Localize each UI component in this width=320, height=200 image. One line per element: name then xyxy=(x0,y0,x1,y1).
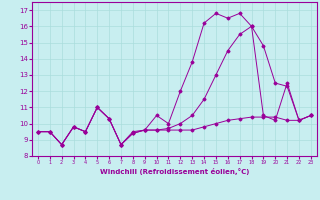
X-axis label: Windchill (Refroidissement éolien,°C): Windchill (Refroidissement éolien,°C) xyxy=(100,168,249,175)
